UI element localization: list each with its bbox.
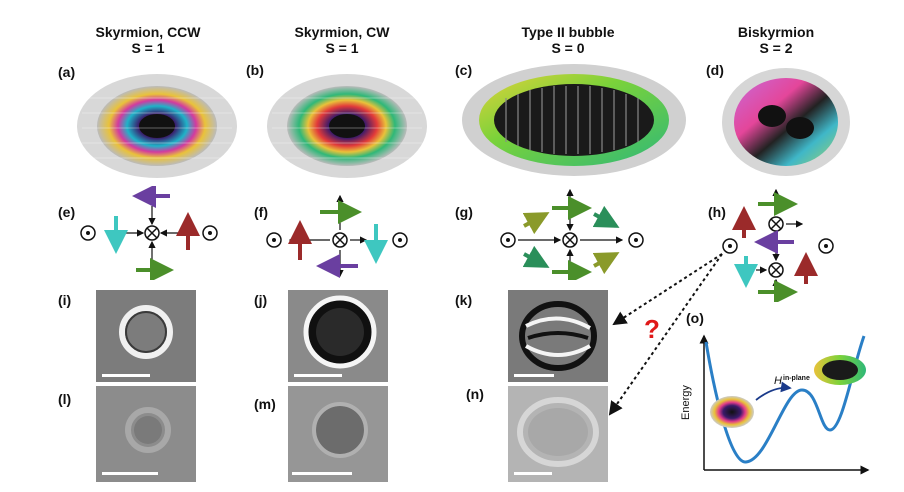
panel-label-c: (c) [455,62,473,78]
schematic-ccw [80,186,218,280]
mini-skyrmion [710,396,754,428]
column-title-4-name: Biskyrmion [737,24,815,40]
column-title-4-s: S = 2 [759,40,793,56]
lorentz-sim-cw [288,290,388,382]
panel-label-g: (g) [455,204,473,220]
column-title-2-s: S = 1 [325,40,359,56]
panel-label-k: (k) [455,292,473,308]
field-label-h: H [774,375,782,387]
cross-in-circle-center [332,232,348,248]
lorentz-sim-type-ii-bubble [508,290,608,382]
energy-axis-label: Energy [680,385,692,420]
cross-in-circle-upper [768,216,784,232]
panel-label-l: (l) [58,391,72,407]
field-arrow [755,381,792,401]
panel-label-j: (j) [254,292,268,308]
panel-label-d: (d) [706,62,724,78]
scale-bar [514,472,552,475]
cross-in-circle-lower [768,262,784,278]
panel-label-i: (i) [58,292,72,308]
column-title-1-s: S = 1 [131,40,165,56]
spin-texture-biskyrmion [722,68,850,176]
panel-label-n: (n) [466,386,484,402]
energy-landscape-plot: H in-plane [699,334,870,475]
lorentz-exp-type-ii-bubble [508,386,608,482]
lorentz-exp-cw [288,386,388,482]
ring-image [519,301,597,371]
spin-texture-type-ii-bubble [462,64,686,176]
panel-label-b: (b) [246,62,264,78]
panel-label-a: (a) [58,64,76,80]
dot-in-circle-right [202,225,218,241]
column-title-1-name: Skyrmion, CCW [95,24,201,40]
scale-bar [102,472,158,475]
spin-texture-cw-skyrmion [267,74,427,178]
column-title-2-name: Skyrmion, CW [294,24,390,40]
ring-image [517,397,599,467]
column-title-2: Skyrmion, CW S = 1 [272,24,412,56]
panel-label-h: (h) [708,204,726,220]
ring-image [303,295,377,369]
energy-curve [704,335,866,464]
ring-image [125,407,171,453]
scale-bar [102,374,150,377]
dot-in-circle-right [628,232,644,248]
lorentz-sim-ccw [96,290,196,382]
column-title-3: Type II bubble S = 0 [498,24,638,56]
lorentz-exp-ccw [96,386,196,482]
schematic-biskyrmion [722,188,834,302]
ring-image [119,305,173,359]
dotted-pointer-arrows [608,253,723,416]
question-mark: ? [644,314,660,344]
spin-texture-ccw-skyrmion [77,74,237,178]
dot-in-circle-left [80,225,96,241]
panel-label-f: (f) [254,204,268,220]
panel-label-e: (e) [58,204,76,220]
dot-in-circle-left [500,232,516,248]
dot-in-circle-left [722,238,738,254]
cross-in-circle-center [144,225,160,241]
column-title-4: Biskyrmion S = 2 [706,24,846,56]
scale-bar [514,374,554,377]
cross-in-circle-center [562,232,578,248]
field-label-subscript: in-plane [783,375,810,382]
dot-in-circle-right [392,232,408,248]
column-title-3-s: S = 0 [551,40,585,56]
panel-label-m: (m) [254,396,276,412]
dot-in-circle-left [266,232,282,248]
ring-image [312,402,368,458]
panel-label-o: (o) [686,310,704,326]
column-title-3-name: Type II bubble [521,24,615,40]
scale-bar [292,472,352,475]
schematic-cw [266,194,408,278]
column-title-1: Skyrmion, CCW S = 1 [78,24,218,56]
dot-in-circle-right [818,238,834,254]
scale-bar [294,374,342,377]
schematic-type-ii-bubble [500,188,644,280]
